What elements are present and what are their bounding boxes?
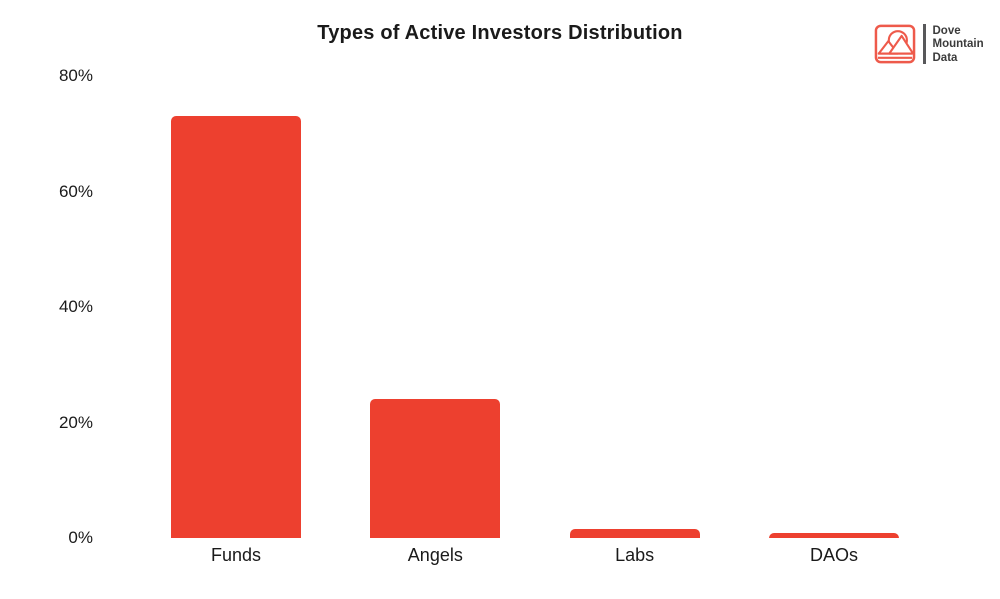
bar-funds [171, 116, 301, 538]
y-axis-tick-label: 0% [68, 528, 93, 547]
y-axis-tick-label: 40% [58, 297, 93, 316]
x-axis-label-labs: Labs [615, 545, 655, 565]
y-axis-tick-label: 20% [58, 412, 93, 432]
chart-title: Types of Active Investors Distribution [317, 22, 683, 44]
y-axis-tick-label: 60% [58, 181, 93, 201]
logo-divider [923, 24, 926, 64]
bar-daos [768, 532, 899, 538]
logo-text: Dove Mountain Data [933, 24, 984, 65]
y-axis-tick-label: 80% [58, 66, 93, 85]
x-axis-label-angels: Angels [407, 545, 463, 565]
bar-labs [569, 528, 700, 538]
logo-text-line: Mountain [932, 38, 984, 51]
x-axis-label-funds: Funds [210, 545, 262, 565]
x-axis-label-daos: DAOs [809, 545, 858, 565]
dove-mountain-data-logo: Dove Mountain Data [874, 24, 984, 65]
logo-text-line: Data [932, 51, 958, 64]
logo-text-line: Dove [932, 25, 961, 37]
mountain-sun-logo-icon [874, 24, 916, 64]
bar-angels [370, 399, 501, 538]
